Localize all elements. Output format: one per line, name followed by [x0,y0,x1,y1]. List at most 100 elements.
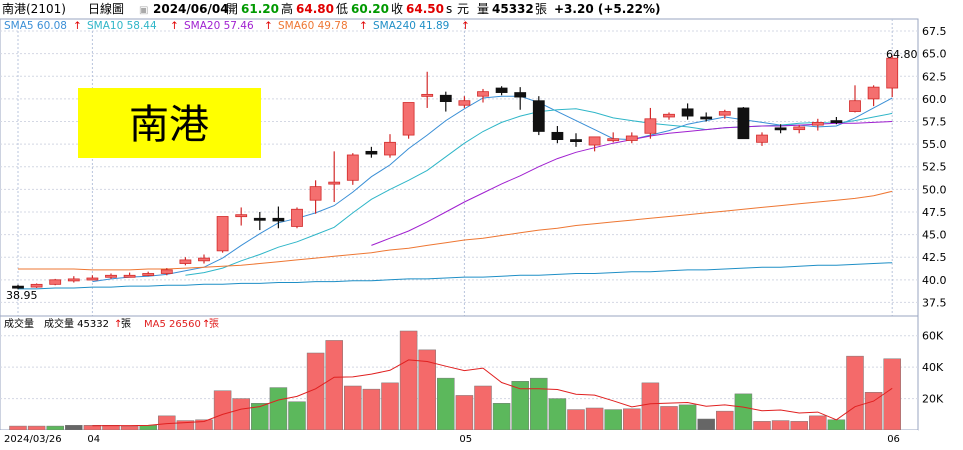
volume-tick-label: 60K [922,330,944,343]
candle-body [644,118,657,134]
candle-body [439,94,452,103]
stock-name: 南港(2101) [2,1,66,16]
volume-ma5-unit: 張 [209,318,219,330]
volume-panel-title: 成交量 [4,317,34,330]
candle [328,151,341,203]
high-label: 高 [281,1,293,16]
candle-body [291,208,303,227]
unit-s: s [446,2,452,16]
volume-bar [846,355,864,431]
ma-legend-label: SMA5 60.08 [4,20,67,32]
volume-label: 量 [477,2,489,16]
candle-body [681,108,694,117]
volume-unit: 張 [535,2,547,16]
volume-bar [27,425,46,431]
candle [216,216,229,253]
candle-body [67,278,80,282]
candle [86,275,99,281]
volume-bar [399,330,418,431]
stock-label-box [78,88,261,158]
volume-bar [753,421,771,431]
candle [570,133,582,147]
candle-body [830,120,843,124]
volume-tick-label: 40K [922,361,944,374]
price-panel [0,18,919,317]
candle [495,86,508,96]
volume-bar [734,393,753,431]
candle [811,118,824,131]
price-tick-label: 42.5 [922,251,947,264]
candle-body [235,214,248,218]
candle-body [49,279,62,285]
min-price-label: 38.95 [6,289,38,302]
price-tick-label: 45.0 [922,229,947,242]
volume-bar [344,385,362,431]
low-value: 60.20 [351,2,389,16]
volume-bar [139,425,157,431]
volume-bar [120,425,139,431]
price-tick-label: 37.5 [922,296,947,309]
close-value: 64.50 [406,2,444,16]
candle [718,109,731,119]
volume-bar [864,392,883,431]
candle-body [253,217,266,221]
volume-legend-arrow: ↑ [114,319,122,330]
volume-bar [9,425,27,431]
ma-line-sma5 [92,95,893,283]
candle [384,134,396,158]
header-date: 2024/06/04 [153,2,229,16]
price-tick-label: 52.5 [922,161,947,174]
candle [458,96,471,108]
candle [402,102,415,139]
date-tick-label: 2024/03/26 [4,434,62,445]
candle [179,257,192,266]
candle [774,124,787,134]
candle [67,276,80,283]
chart-kind: 日線圖 [88,1,124,16]
candle-body [700,116,713,120]
candle [681,103,694,120]
candle-body [421,93,434,97]
candle-body [384,141,396,156]
candle [439,91,452,112]
price-tick-label: 55.0 [922,138,947,151]
candle-body [198,257,210,262]
candle-body [160,269,173,274]
price-tick-label: 60.0 [922,93,947,106]
candle-body [849,100,861,112]
volume-bar [827,419,846,431]
candle-body [532,100,545,132]
candle-body [588,136,601,146]
volume-bar [325,340,343,431]
low-label: 低 [336,2,348,16]
volume-grid [0,335,918,400]
volume-ma5-legend: MA5 26560 [144,319,201,330]
candlesticks [12,55,899,290]
candle [309,180,322,214]
calendar-icon[interactable]: ▣ [139,5,148,16]
volume-bar [604,409,622,431]
candle [737,107,750,140]
candle [514,87,527,110]
candle [867,85,880,107]
volume-tick-label: 20K [922,393,944,406]
change-value: +3.20 (+5.22%) [554,2,661,16]
candle [49,278,62,286]
ma-line-sma60 [18,190,893,271]
candle-body [309,186,322,201]
candle [886,55,899,98]
candle-body [272,217,285,222]
candle [291,207,303,229]
volume-bar [790,421,808,431]
open-label: 開 [226,2,238,16]
ma-legend-arrow: ↑ [170,20,179,32]
candle [551,126,564,144]
volume-bar [381,382,399,431]
volume-bar [883,358,901,431]
candle [365,146,378,158]
candle [235,207,248,226]
volume-bar [567,409,585,431]
ma-legend: SMA5 60.08 ↑ SMA10 58.44 ↑ SMA20 57.46 ↑ SMA60… [4,20,470,32]
candle-body [365,150,378,155]
volume-bar [455,395,474,431]
